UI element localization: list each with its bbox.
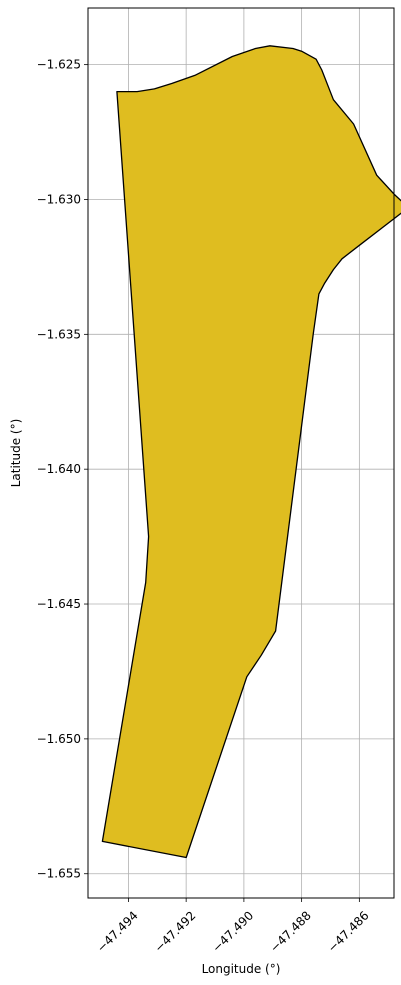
x-tick-label: −47.492 [152, 908, 199, 955]
x-tick-label: −47.490 [210, 908, 257, 955]
y-axis-label: Latitude (°) [9, 419, 23, 488]
y-tick-label: −1.640 [37, 462, 81, 476]
x-axis-label: Longitude (°) [202, 962, 281, 976]
y-tick-label: −1.630 [37, 192, 81, 206]
y-tick-label: −1.625 [37, 58, 81, 72]
y-tick-label: −1.655 [37, 867, 81, 881]
plot-frame [87, 7, 395, 899]
x-tick-label: −47.494 [94, 908, 141, 955]
x-tick-label: −47.488 [267, 908, 314, 955]
y-tick-label: −1.650 [37, 732, 81, 746]
y-tick-label: −1.635 [37, 327, 81, 341]
y-tick-label: −1.645 [37, 597, 81, 611]
x-tick-label: −47.486 [325, 908, 372, 955]
